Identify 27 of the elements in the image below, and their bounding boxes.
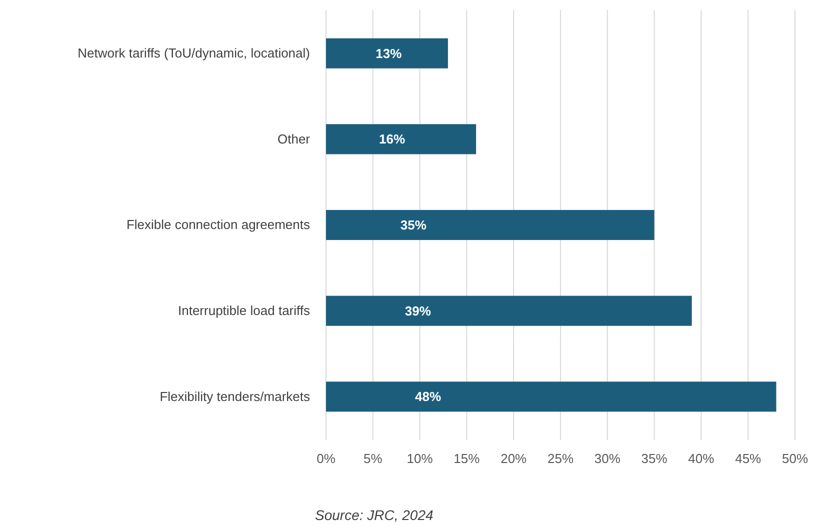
data-label: 39% — [404, 303, 432, 318]
y-tick-label: Interruptible load tariffs — [178, 302, 310, 318]
bar — [326, 296, 692, 326]
y-tick-label: Other — [277, 131, 311, 146]
bar — [326, 210, 654, 240]
x-tick-label: 20% — [500, 451, 528, 466]
data-label: 48% — [415, 389, 442, 404]
x-tick-label: 40% — [688, 451, 715, 466]
y-tick-label: Flexible connection agreements — [126, 217, 310, 232]
y-tick-label: Network tariffs (ToU/dynamic, locational) — [78, 46, 310, 61]
x-tick-label: 35% — [641, 451, 668, 466]
data-label: 16% — [378, 132, 406, 147]
x-tick-label: 50% — [782, 451, 808, 466]
x-tick-label: 45% — [735, 451, 762, 466]
x-tick-label: 0% — [316, 451, 336, 466]
bar — [326, 38, 448, 68]
x-tick-label: 25% — [547, 451, 574, 466]
source-note: Source: JRC, 2024 — [315, 507, 434, 523]
bar — [326, 124, 476, 154]
x-tick-label: 15% — [454, 451, 480, 466]
data-label: 13% — [376, 46, 402, 61]
x-tick-label: 10% — [406, 451, 434, 466]
x-tick-label: 30% — [594, 451, 621, 466]
data-label: 35% — [400, 218, 427, 233]
y-tick-label: Flexibility tenders/markets — [160, 388, 310, 404]
bar — [326, 382, 776, 412]
x-tick-label: 5% — [364, 451, 383, 466]
